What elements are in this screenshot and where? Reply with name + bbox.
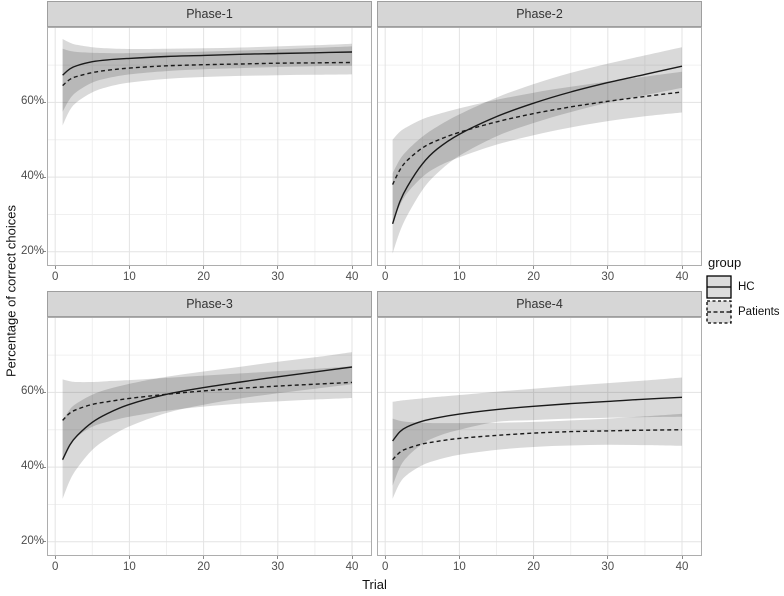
hc-ribbon-key-icon	[706, 275, 732, 299]
panel-border	[377, 317, 702, 556]
panel-phase-3	[47, 317, 372, 556]
ribbon-patients	[62, 46, 352, 126]
line-hc	[61, 366, 353, 461]
panel-phase-4	[377, 317, 702, 556]
x-tick-mark	[277, 266, 279, 269]
x-tick-mark	[203, 266, 205, 269]
panel-border	[377, 27, 702, 266]
y-tick-label: 60%	[20, 95, 44, 108]
x-tick-mark	[54, 556, 56, 559]
line-hc	[62, 51, 353, 76]
gridlines-minor	[47, 317, 372, 556]
x-tick-label: 20	[197, 561, 210, 573]
line-hc	[392, 396, 683, 442]
x-tick-label: 20	[197, 271, 210, 283]
facet-strip-phase-1: Phase-1	[47, 1, 372, 27]
x-tick-label: 30	[271, 561, 285, 573]
legend: group HC Patients	[706, 255, 780, 325]
x-tick-label: 10	[122, 561, 136, 573]
y-axis-title: Percentage of correct choices	[3, 205, 19, 377]
x-tick-label: 0	[51, 561, 59, 573]
y-tick-mark	[43, 251, 46, 253]
x-tick-mark	[458, 556, 460, 559]
x-axis-title: Trial	[362, 577, 387, 592]
facet-strip-phase-3: Phase-3	[47, 291, 372, 317]
x-tick-mark	[607, 266, 609, 269]
y-tick-label: 60%	[20, 385, 44, 398]
ribbon-patients	[392, 413, 682, 499]
x-tick-mark	[458, 266, 460, 269]
x-tick-mark	[681, 266, 683, 269]
x-tick-label: 30	[601, 561, 615, 573]
line-patients	[62, 381, 353, 421]
x-tick-mark	[533, 266, 535, 269]
gridlines-major	[377, 317, 702, 556]
ribbon-hc	[62, 39, 352, 112]
line-patients	[62, 61, 353, 87]
x-tick-mark	[203, 556, 205, 559]
x-tick-mark	[351, 556, 353, 559]
gridlines-minor	[377, 27, 702, 266]
y-tick-mark	[43, 176, 46, 178]
y-tick-label: 20%	[20, 534, 44, 547]
x-tick-mark	[128, 556, 130, 559]
x-tick-label: 10	[452, 561, 466, 573]
facet-strip-phase-4: Phase-4	[377, 291, 702, 317]
x-tick-label: 0	[381, 271, 389, 283]
x-tick-mark	[607, 556, 609, 559]
line-hc	[391, 65, 683, 225]
ribbon-patients	[62, 366, 352, 462]
y-tick-label: 40%	[20, 170, 44, 183]
y-tick-mark	[43, 101, 46, 103]
gridlines-major	[47, 27, 372, 266]
x-tick-mark	[351, 266, 353, 269]
gridlines-minor	[377, 317, 702, 556]
x-tick-mark	[681, 556, 683, 559]
x-tick-mark	[277, 556, 279, 559]
panel-border	[47, 317, 372, 556]
panel-phase-1	[47, 27, 372, 266]
x-tick-label: 40	[675, 561, 689, 573]
legend-label-hc: HC	[738, 281, 755, 293]
x-tick-label: 30	[271, 271, 285, 283]
gridlines-major	[47, 317, 372, 556]
x-tick-label: 10	[122, 271, 136, 283]
y-tick-mark	[43, 391, 46, 393]
x-tick-mark	[54, 266, 56, 269]
panel-phase-2	[377, 27, 702, 266]
x-tick-label: 40	[345, 271, 359, 283]
x-tick-label: 20	[527, 271, 540, 283]
y-tick-label: 20%	[20, 244, 44, 257]
x-tick-label: 40	[345, 561, 359, 573]
x-tick-mark	[128, 266, 130, 269]
x-tick-mark	[384, 266, 386, 269]
line-patients	[391, 91, 683, 185]
ribbon-hc	[62, 352, 352, 499]
patients-ribbon-key-icon	[706, 300, 732, 324]
legend-label-patients: Patients	[738, 306, 780, 318]
x-tick-mark	[533, 556, 535, 559]
x-tick-label: 20	[527, 561, 540, 573]
x-tick-label: 0	[381, 561, 389, 573]
x-tick-label: 30	[601, 271, 615, 283]
legend-item-hc: HC	[706, 275, 780, 299]
x-tick-label: 0	[51, 271, 59, 283]
x-tick-label: 10	[452, 271, 466, 283]
y-tick-label: 40%	[20, 460, 44, 473]
legend-item-patients: Patients	[706, 300, 780, 324]
ribbon-hc	[392, 377, 682, 486]
facet-strip-phase-2: Phase-2	[377, 1, 702, 27]
legend-title: group	[708, 255, 742, 270]
ribbon-patients	[392, 71, 682, 222]
x-tick-mark	[384, 556, 386, 559]
y-tick-mark	[43, 541, 46, 543]
x-tick-label: 40	[675, 271, 689, 283]
ribbon-hc	[392, 47, 682, 254]
panel-border	[47, 27, 372, 266]
y-tick-mark	[43, 466, 46, 468]
